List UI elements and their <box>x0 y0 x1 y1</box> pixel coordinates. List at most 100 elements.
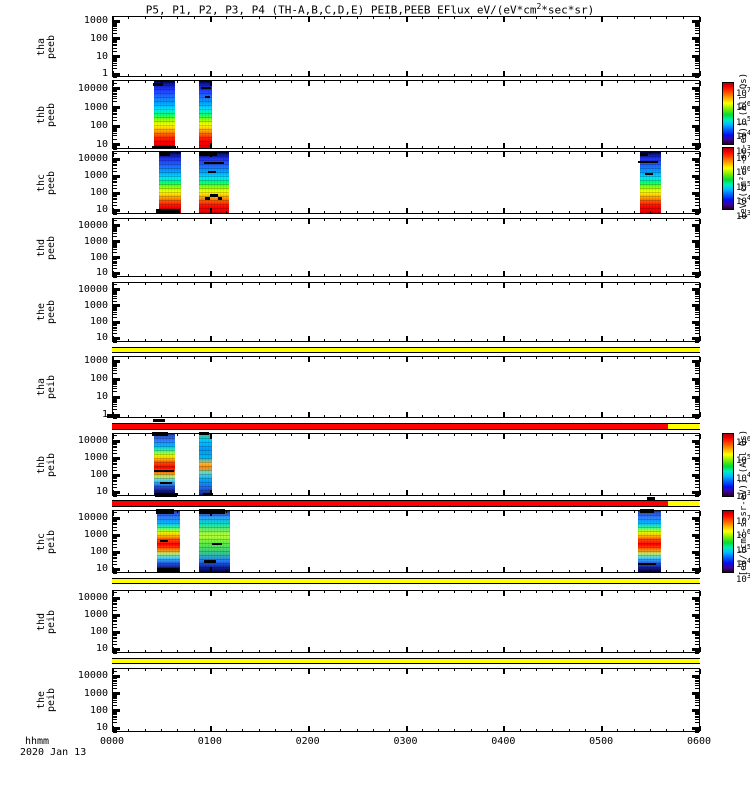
x-tick <box>699 669 701 674</box>
mode-band-2 <box>112 500 700 507</box>
x-tick <box>258 211 260 213</box>
x-tick <box>519 669 521 671</box>
x-tick <box>682 415 684 417</box>
x-tick <box>470 650 472 652</box>
x-tick <box>617 17 619 19</box>
x-tick <box>340 493 342 495</box>
y-tick <box>695 541 699 543</box>
x-tick <box>666 650 668 652</box>
y-tick <box>692 106 699 110</box>
y-tick <box>695 731 699 733</box>
x-tick <box>568 511 570 513</box>
y-tick <box>113 33 117 35</box>
y-tick <box>695 477 699 479</box>
x-tick <box>323 283 325 285</box>
x-tick <box>226 74 228 76</box>
x-tick <box>568 729 570 731</box>
x-tick <box>617 146 619 148</box>
y-tick <box>692 224 699 228</box>
x-tick <box>323 511 325 513</box>
x-tick <box>503 726 506 731</box>
x-tick <box>323 274 325 276</box>
y-tick <box>113 679 117 681</box>
y-tick <box>695 249 699 251</box>
x-tick <box>682 219 684 221</box>
y-tick <box>113 399 117 401</box>
y-tick <box>695 196 699 198</box>
x-tick <box>340 81 342 83</box>
y-tick <box>692 288 699 292</box>
y-tick <box>113 195 117 197</box>
x-tick <box>438 591 440 593</box>
x-tick <box>193 283 195 285</box>
y-tick <box>695 30 699 32</box>
y-tick <box>113 461 117 463</box>
colorbar-2 <box>722 433 734 497</box>
y-tick-label: 100 <box>89 251 108 263</box>
x-tick <box>209 490 212 495</box>
x-tick <box>128 493 130 495</box>
x-tick <box>405 152 408 157</box>
y-tick <box>113 55 120 59</box>
x-tick <box>144 283 146 285</box>
x-tick <box>633 669 635 671</box>
x-tick <box>503 434 506 439</box>
x-tick <box>552 81 554 83</box>
y-tick <box>695 652 699 654</box>
x-tick <box>275 591 277 593</box>
x-tick <box>503 591 506 596</box>
y-tick <box>113 228 117 230</box>
y-tick <box>113 177 117 179</box>
y-tick <box>695 698 699 700</box>
y-tick <box>695 466 699 468</box>
x-tick <box>356 17 358 19</box>
y-tick <box>695 128 699 130</box>
x-tick <box>389 511 391 513</box>
x-tick <box>340 74 342 76</box>
x-tick <box>584 650 586 652</box>
y-tick <box>113 445 117 447</box>
burst-thc-peeb-0 <box>158 152 182 213</box>
x-tick <box>568 650 570 652</box>
x-tick <box>372 152 374 154</box>
x-tick-label: 0100 <box>197 736 222 747</box>
y-tick <box>695 133 699 135</box>
x-tick <box>405 412 408 417</box>
y-tick <box>113 413 120 417</box>
y-tick <box>113 714 117 716</box>
x-tick <box>340 591 342 593</box>
y-tick <box>695 258 699 260</box>
x-tick <box>519 729 521 731</box>
y-tick <box>113 240 120 244</box>
y-tick <box>113 602 117 604</box>
y-tick-label: 10000 <box>77 82 108 94</box>
y-tick <box>113 553 117 555</box>
x-tick <box>519 570 521 572</box>
y-tick <box>113 106 120 110</box>
x-tick <box>112 357 114 362</box>
x-tick <box>307 271 310 276</box>
x-tick <box>487 17 489 19</box>
y-tick <box>113 522 117 524</box>
x-tick <box>666 357 668 359</box>
x-tick <box>356 219 358 221</box>
x-tick <box>193 493 195 495</box>
y-tick <box>695 702 699 704</box>
y-tick <box>113 719 117 721</box>
x-tick <box>226 81 228 83</box>
x-tick <box>699 357 701 362</box>
x-tick <box>242 146 244 148</box>
y-tick <box>113 265 117 267</box>
y-tick-label: 10 <box>95 267 108 279</box>
x-tick <box>666 493 668 495</box>
y-tick <box>695 722 699 724</box>
x-tick <box>470 274 472 276</box>
y-tick <box>113 556 117 558</box>
y-tick <box>695 609 699 611</box>
x-tick <box>405 490 408 495</box>
y-tick <box>695 715 699 717</box>
y-tick <box>113 516 120 520</box>
trace-mark <box>157 568 179 572</box>
x-tick <box>242 511 244 513</box>
x-tick <box>144 152 146 154</box>
